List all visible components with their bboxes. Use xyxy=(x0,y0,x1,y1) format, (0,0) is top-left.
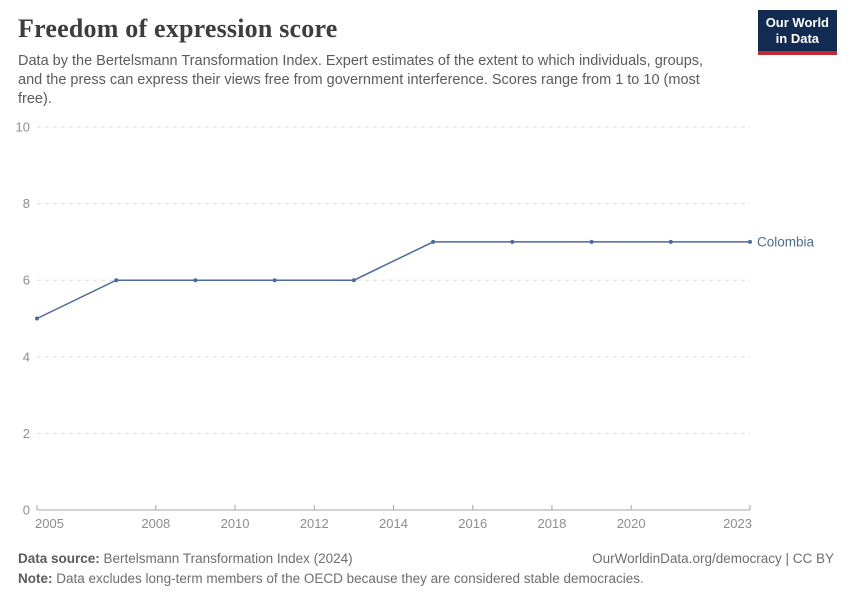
x-axis-label: 2010 xyxy=(221,516,250,531)
y-axis-label: 6 xyxy=(23,273,30,288)
x-axis-label: 2016 xyxy=(458,516,487,531)
chart-header: Freedom of expression score Data by the … xyxy=(0,0,850,110)
owid-license-link[interactable]: OurWorldinData.org/democracy | CC BY xyxy=(592,551,834,566)
x-axis-label: 2005 xyxy=(35,516,64,531)
owid-logo[interactable]: Our World in Data xyxy=(757,10,837,55)
data-point xyxy=(431,239,436,244)
x-axis-label: 2018 xyxy=(537,516,566,531)
data-point xyxy=(272,278,277,283)
line-chart-canvas[interactable]: 0 2 4 6 8 10 2005 2008 2010 2012 2014 2016 2018 2020 2… xyxy=(0,110,850,540)
chart-footer: Data source: Bertelsmann Transformation … xyxy=(0,540,850,589)
series-line xyxy=(36,241,750,320)
data-source-text: Data source: Bertelsmann Transformation … xyxy=(18,549,353,569)
note-value: Data excludes long-term members of the O… xyxy=(52,571,644,586)
data-point xyxy=(35,316,39,321)
note-label: Note: xyxy=(18,571,53,586)
y-axis-label: 10 xyxy=(16,120,30,135)
data-point xyxy=(351,278,356,283)
y-axis-label: 2 xyxy=(23,426,30,441)
x-axis-label: 2023 xyxy=(723,516,752,531)
x-axis-label: 2012 xyxy=(300,516,329,531)
data-point xyxy=(748,239,752,244)
data-source-label: Data source: xyxy=(18,551,100,566)
note-text: Note: Data excludes long-term members of… xyxy=(18,569,834,589)
data-source-value: Bertelsmann Transformation Index (2024) xyxy=(99,551,353,566)
data-point xyxy=(193,278,198,283)
y-axis-label: 0 xyxy=(23,503,30,518)
y-axis-label: 8 xyxy=(23,196,30,211)
owid-logo-line2: in Data xyxy=(775,31,820,46)
x-axis-label: 2014 xyxy=(379,516,408,531)
x-axis-label: 2020 xyxy=(617,516,646,531)
data-point xyxy=(668,239,673,244)
chart-subtitle: Data by the Bertelsmann Transformation I… xyxy=(18,53,704,107)
series-label: Colombia xyxy=(757,234,815,249)
x-axis-label: 2008 xyxy=(141,516,170,531)
owid-logo-line1: Our World xyxy=(765,15,829,30)
data-point xyxy=(510,239,515,244)
chart-title: Freedom of expression score xyxy=(18,14,338,43)
data-point xyxy=(589,239,594,244)
y-axis-label: 4 xyxy=(23,349,30,364)
data-point xyxy=(114,278,119,283)
